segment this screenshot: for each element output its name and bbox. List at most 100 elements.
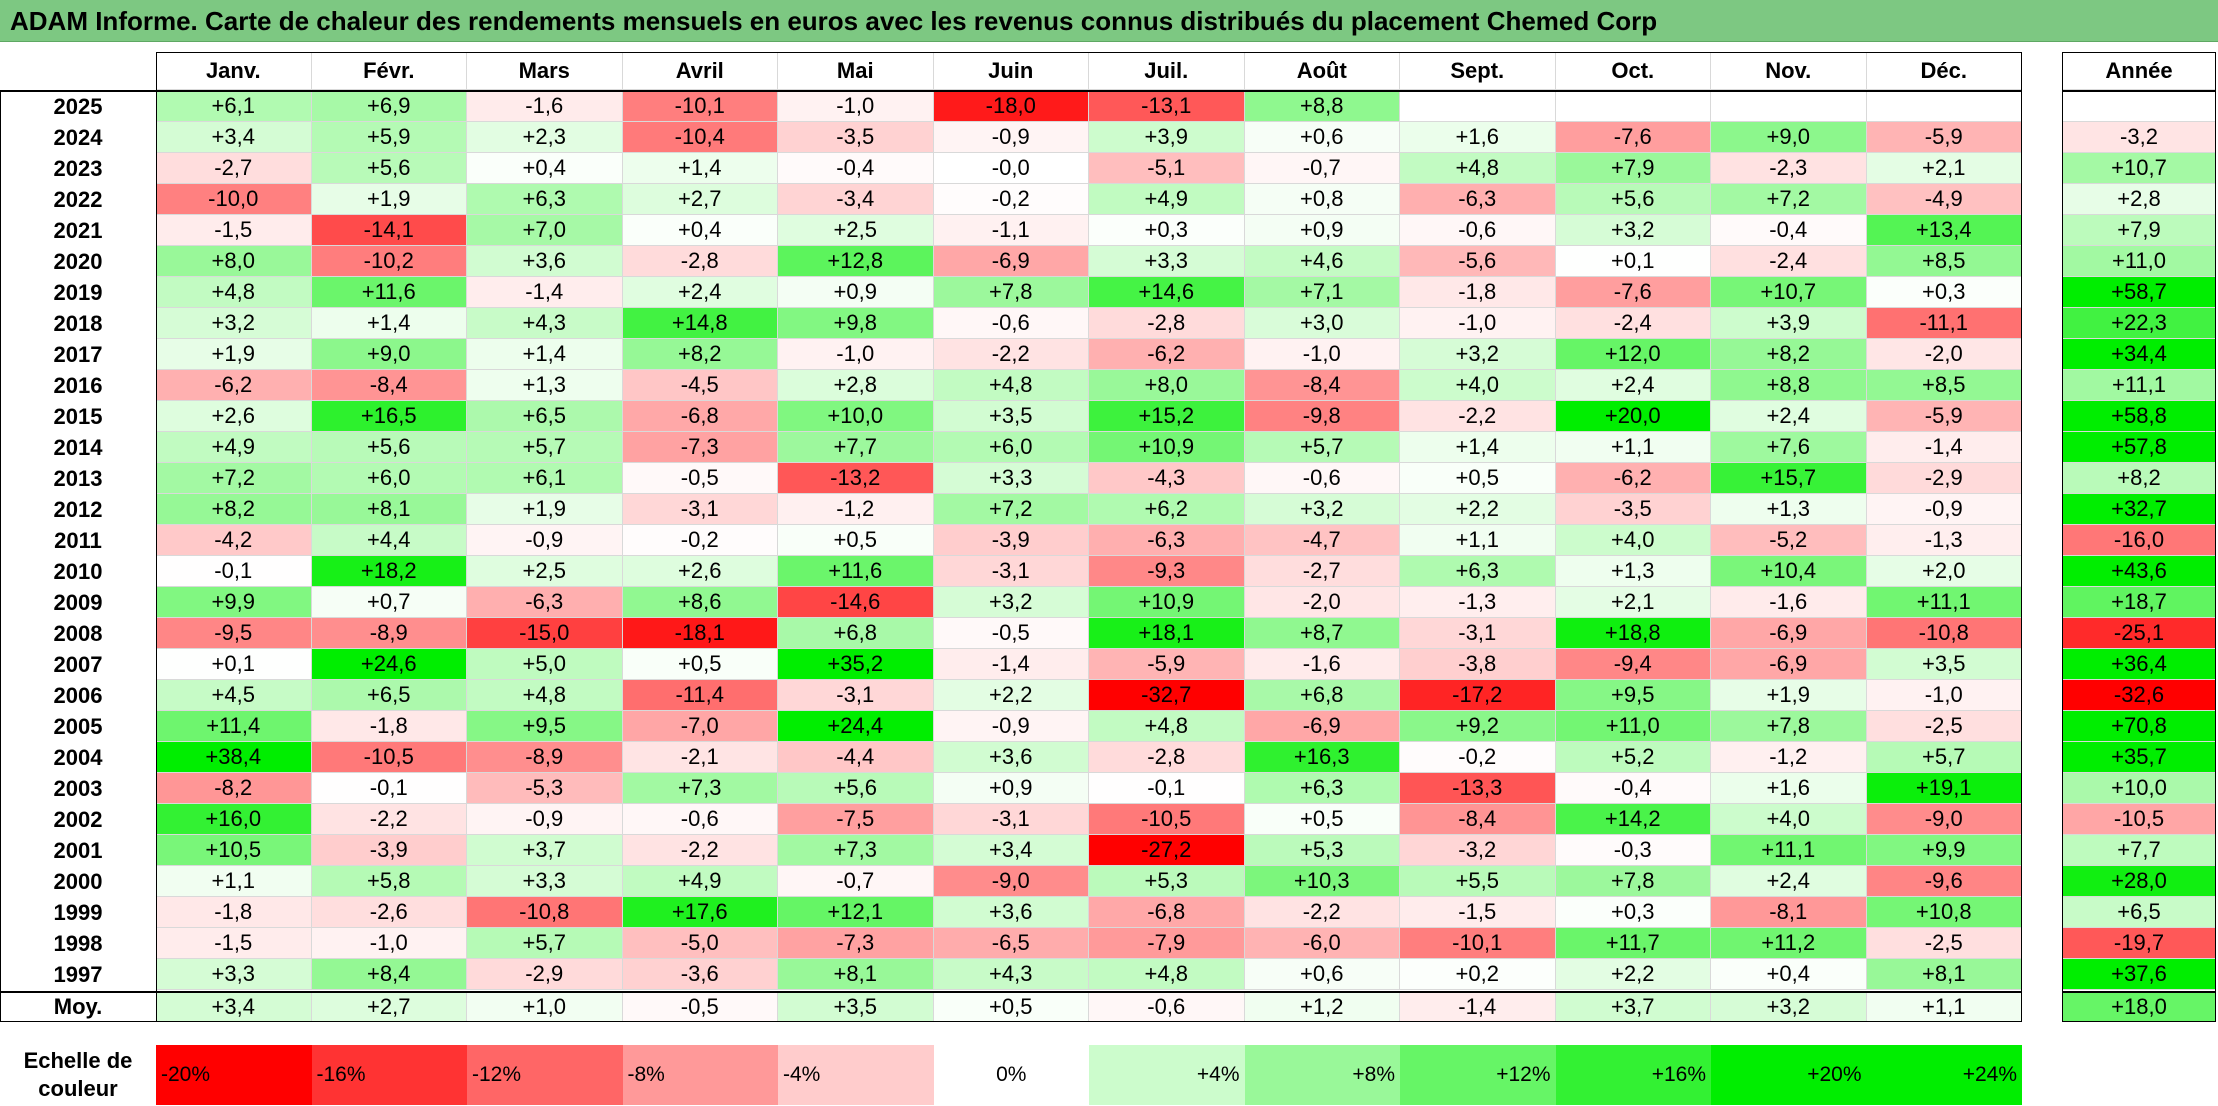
year-label: 2013	[53, 465, 103, 491]
heat-cell: -6,8	[622, 401, 778, 432]
heat-cell: -1,1	[933, 215, 1089, 246]
heat-cell: +35,2	[778, 649, 934, 680]
heat-cell: +2,1	[1866, 153, 2022, 184]
heat-cell: -4,5	[622, 370, 778, 401]
heat-cell: -0,9	[933, 122, 1089, 153]
heat-cell: +0,9	[933, 773, 1089, 804]
heat-cell: -27,2	[1089, 835, 1245, 866]
annual-cell: +11,0	[2062, 246, 2216, 277]
annual-cell: +22,3	[2062, 308, 2216, 339]
heat-cell: -7,9	[1089, 928, 1245, 959]
heat-cell: -2,0	[1244, 587, 1400, 618]
annual-cell: +58,7	[2062, 277, 2216, 308]
heat-cell: -32,7	[1089, 680, 1245, 711]
annual-cell: -10,5	[2062, 804, 2216, 835]
heat-cell: -0,2	[622, 525, 778, 556]
heat-cell: -2,2	[622, 835, 778, 866]
year-label: 2017	[53, 341, 103, 367]
heat-cell: -0,4	[1555, 773, 1711, 804]
heat-cell: +4,3	[467, 308, 623, 339]
heat-cell: +0,5	[622, 649, 778, 680]
heat-cell: +38,4	[156, 742, 312, 773]
heat-cell: +4,5	[156, 680, 312, 711]
heat-cell: +1,3	[1555, 556, 1711, 587]
heat-cell: -9,4	[1555, 649, 1711, 680]
heat-cell: -2,2	[1400, 401, 1556, 432]
heat-cell: +8,8	[1711, 370, 1867, 401]
heat-cell: +11,6	[778, 556, 934, 587]
heat-cell: -6,9	[1244, 711, 1400, 742]
heat-cell: +10,0	[778, 401, 934, 432]
average-cell: +1,1	[1866, 992, 2022, 1022]
annual-average-divider	[2062, 991, 2216, 993]
heat-cell: -2,0	[1866, 339, 2022, 370]
heat-cell: -13,1	[1089, 91, 1245, 122]
color-scale-swatch: -16%	[311, 1045, 467, 1105]
heat-cell: -7,3	[778, 928, 934, 959]
heat-cell: -14,1	[311, 215, 467, 246]
heat-cell: +5,7	[1244, 432, 1400, 463]
year-label: 2016	[53, 372, 103, 398]
month-header: Nov.	[1711, 52, 1867, 90]
heat-cell: -5,6	[1400, 246, 1556, 277]
average-cell: -1,4	[1400, 992, 1556, 1022]
annual-cell: +10,7	[2062, 153, 2216, 184]
heat-cell: -1,0	[311, 928, 467, 959]
heat-cell: -4,2	[156, 525, 312, 556]
heat-cell: +2,2	[1555, 959, 1711, 990]
heat-cell: +4,9	[1089, 184, 1245, 215]
year-label: 2014	[53, 434, 103, 460]
heat-cell: +2,6	[622, 556, 778, 587]
heat-cell: +14,8	[622, 308, 778, 339]
heat-cell: +0,5	[778, 525, 934, 556]
heat-cell: -3,1	[933, 804, 1089, 835]
heat-cell: +2,1	[1555, 587, 1711, 618]
year-label: 2010	[53, 558, 103, 584]
heat-cell: +2,2	[933, 680, 1089, 711]
heat-cell: +5,3	[1089, 866, 1245, 897]
heat-cell: +3,3	[1089, 246, 1245, 277]
heat-cell: -1,8	[311, 711, 467, 742]
annual-cell: +7,7	[2062, 835, 2216, 866]
heat-cell: +1,4	[622, 153, 778, 184]
heat-cell: +8,0	[156, 246, 312, 277]
average-label: Moy.	[53, 994, 103, 1019]
heat-cell: +0,4	[622, 215, 778, 246]
heat-cell: +3,6	[467, 246, 623, 277]
heat-cell: +0,5	[1244, 804, 1400, 835]
heat-cell	[1555, 91, 1711, 122]
annual-cell: +32,7	[2062, 494, 2216, 525]
annual-cell	[2062, 91, 2216, 122]
heat-cell: -1,5	[156, 928, 312, 959]
heat-cell: +17,6	[622, 897, 778, 928]
heat-cell: -2,2	[311, 804, 467, 835]
heat-cell: -3,1	[933, 556, 1089, 587]
heat-cell: -11,1	[1866, 308, 2022, 339]
heat-cell: +8,2	[622, 339, 778, 370]
heat-cell: +7,6	[1711, 432, 1867, 463]
heat-cell: +14,2	[1555, 804, 1711, 835]
heat-cell: +3,5	[1866, 649, 2022, 680]
heat-cell: +8,4	[311, 959, 467, 990]
heat-cell: +4,8	[156, 277, 312, 308]
heat-cell: +5,7	[467, 432, 623, 463]
heat-cell: -6,9	[1711, 618, 1867, 649]
heat-cell: +8,0	[1089, 370, 1245, 401]
heat-cell: -9,3	[1089, 556, 1245, 587]
annual-cell: -3,2	[2062, 122, 2216, 153]
heat-cell: +4,9	[156, 432, 312, 463]
color-scale-swatch: +16%	[1555, 1045, 1711, 1105]
heat-cell: +8,1	[1866, 959, 2022, 990]
heat-cell: -5,0	[622, 928, 778, 959]
heat-cell: +16,5	[311, 401, 467, 432]
heat-cell: +9,8	[778, 308, 934, 339]
heat-cell: -2,9	[1866, 463, 2022, 494]
heat-cell: +2,4	[1711, 866, 1867, 897]
heat-cell: -4,7	[1244, 525, 1400, 556]
heat-cell: -1,8	[156, 897, 312, 928]
year-label: 2000	[53, 868, 103, 894]
heat-cell: +9,0	[1711, 122, 1867, 153]
heat-cell: +9,5	[467, 711, 623, 742]
heat-cell: +7,3	[778, 835, 934, 866]
heat-cell: -3,9	[933, 525, 1089, 556]
